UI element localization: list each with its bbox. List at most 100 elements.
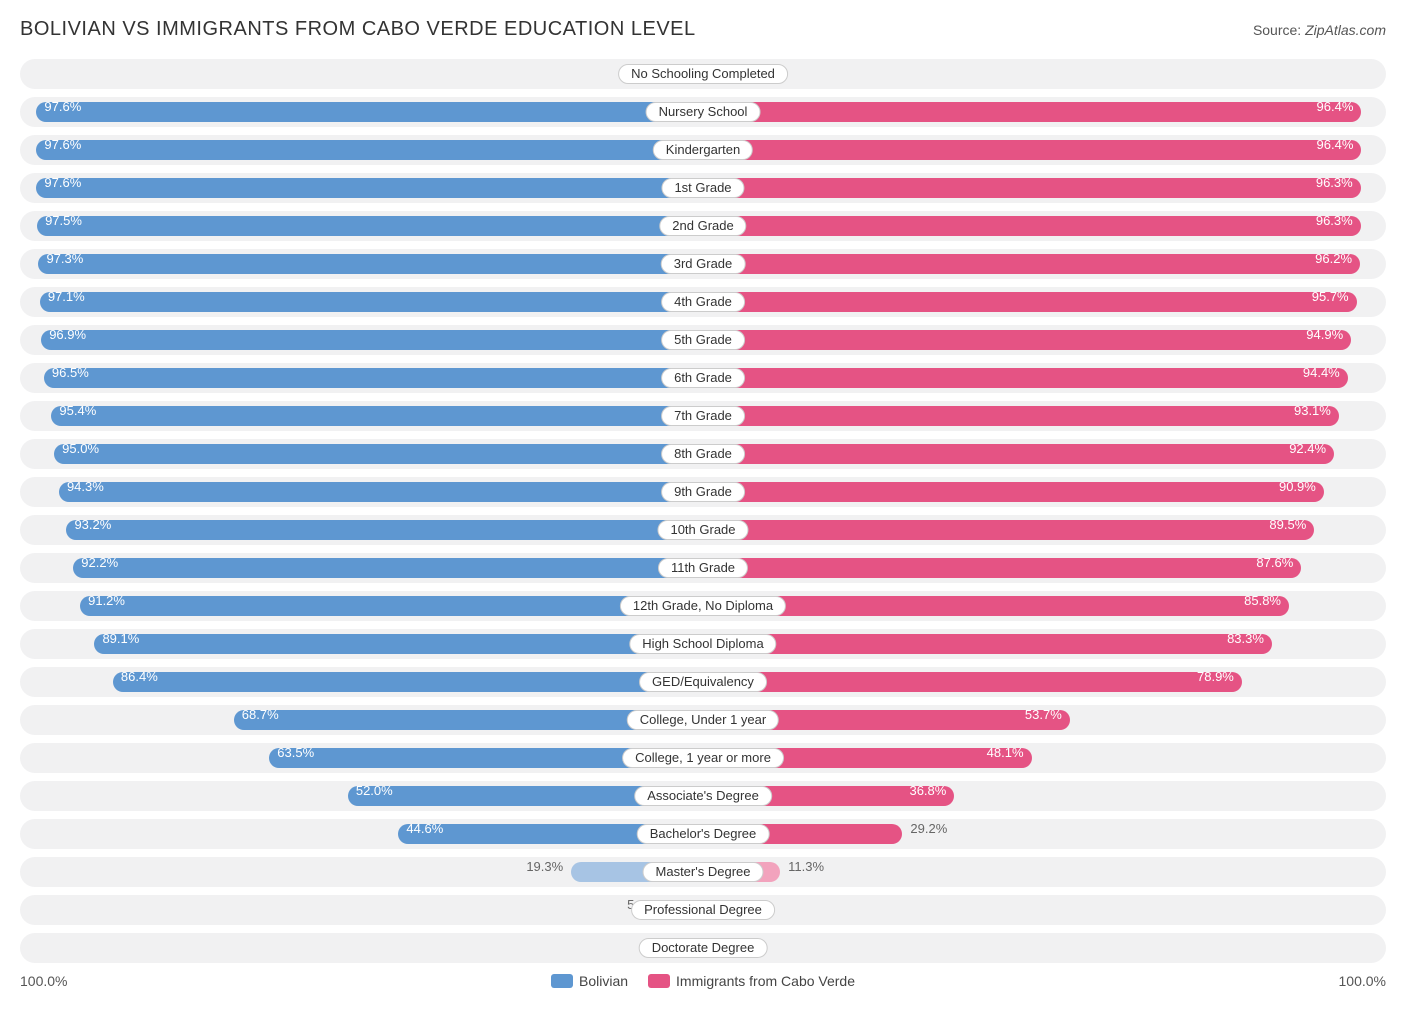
category-label: 7th Grade [661,406,745,426]
category-label: College, Under 1 year [627,710,779,730]
bar-left [59,482,703,502]
bar-row: 86.4% 78.9% GED/Equivalency [20,667,1386,697]
bar-value-right: 78.9% [1197,667,1234,687]
chart-footer: 100.0% Bolivian Immigrants from Cabo Ver… [10,971,1396,999]
category-label: Nursery School [646,102,761,122]
category-label: High School Diploma [629,634,776,654]
bar-right [703,596,1289,616]
bar-row: 97.5%96.3%2nd Grade [20,211,1386,241]
bar-value-left: 97.1% [48,287,85,307]
bar-right [703,330,1351,350]
bar-value-right: 92.4% [1289,439,1326,459]
bar-value-right: 96.4% [1317,135,1354,155]
bar-value-right: 53.7% [1025,705,1062,725]
bar-left [66,520,703,540]
category-label: 6th Grade [661,368,745,388]
bar-value-left: 89.1% [102,629,139,649]
bar-value-left: 92.2% [81,553,118,573]
bar-left [113,672,703,692]
category-label: 10th Grade [657,520,748,540]
bar-value-right: 96.2% [1315,249,1352,269]
bar-value-left: 91.2% [88,591,125,611]
bar-row: 95.0%92.4%8th Grade [20,439,1386,469]
bar-row: 95.4% 93.1% 7th Grade [20,401,1386,431]
bar-row: 5.6%3.1%Professional Degree [20,895,1386,925]
bar-row: 63.5% 48.1% College, 1 year or more [20,743,1386,773]
bar-row: 96.5% 94.4% 6th Grade [20,363,1386,393]
bar-value-right: 87.6% [1256,553,1293,573]
legend: Bolivian Immigrants from Cabo Verde [67,973,1338,989]
bar-right [703,140,1361,160]
category-label: 2nd Grade [659,216,746,236]
bar-row: 2.4%1.3%Doctorate Degree [20,933,1386,963]
bar-left [36,140,703,160]
bar-value-right: 96.4% [1317,97,1354,117]
category-label: GED/Equivalency [639,672,767,692]
bar-right [703,216,1361,236]
bar-right [703,520,1314,540]
category-label: College, 1 year or more [622,748,784,768]
legend-swatch-left [551,974,573,988]
bar-value-right: 85.8% [1244,591,1281,611]
bar-left [94,634,703,654]
bar-row: 19.3%11.3%Master's Degree [20,857,1386,887]
bar-value-right: 96.3% [1316,173,1353,193]
bar-row: 97.1%95.7%4th Grade [20,287,1386,317]
source-value: ZipAtlas.com [1305,22,1386,38]
category-label: Professional Degree [631,900,775,920]
bar-left [37,216,703,236]
bar-right [703,558,1301,578]
bar-value-left: 19.3% [526,857,563,877]
bar-row: 44.6%29.2%Bachelor's Degree [20,819,1386,849]
category-label: Kindergarten [653,140,753,160]
category-label: 11th Grade [658,558,748,578]
bar-right [703,254,1360,274]
bar-value-right: 48.1% [987,743,1024,763]
bar-value-right: 96.3% [1316,211,1353,231]
bar-row: 94.3%90.9%9th Grade [20,477,1386,507]
bar-value-right: 93.1% [1294,401,1331,421]
bar-row: 91.2% 85.8% 12th Grade, No Diploma [20,591,1386,621]
bar-left [38,254,703,274]
bar-left [54,444,703,464]
bar-left [44,368,703,388]
bar-left [73,558,703,578]
legend-label-left: Bolivian [579,973,628,989]
bar-right [703,672,1242,692]
bar-value-left: 94.3% [67,477,104,497]
bar-value-left: 63.5% [277,743,314,763]
bar-value-right: 94.9% [1306,325,1343,345]
bar-value-left: 95.4% [59,401,96,421]
bar-value-right: 89.5% [1269,515,1306,535]
bar-row: 93.2%89.5%10th Grade [20,515,1386,545]
category-label: Doctorate Degree [639,938,768,958]
bar-value-right: 11.3% [788,857,824,877]
legend-label-right: Immigrants from Cabo Verde [676,973,855,989]
bar-value-left: 97.6% [44,173,81,193]
category-label: 3rd Grade [661,254,746,274]
category-label: 4th Grade [661,292,745,312]
source-label: Source: [1253,22,1305,38]
bar-value-left: 96.5% [52,363,89,383]
bar-left [51,406,703,426]
bar-value-right: 29.2% [910,819,947,839]
legend-item-right: Immigrants from Cabo Verde [648,973,855,989]
category-label: No Schooling Completed [618,64,788,84]
category-label: 12th Grade, No Diploma [620,596,786,616]
chart-source: Source: ZipAtlas.com [1253,22,1386,38]
bar-value-left: 96.9% [49,325,86,345]
legend-item-left: Bolivian [551,973,628,989]
bar-value-left: 97.6% [44,97,81,117]
bar-right [703,482,1324,502]
bar-left [41,330,703,350]
bar-left [80,596,703,616]
bar-left [36,178,703,198]
bar-value-right: 94.4% [1303,363,1340,383]
bar-value-left: 95.0% [62,439,99,459]
chart-header: BOLIVIAN VS IMMIGRANTS FROM CABO VERDE E… [10,10,1396,59]
bar-row: 97.3%96.2%3rd Grade [20,249,1386,279]
bar-row: 2.4%3.5%No Schooling Completed [20,59,1386,89]
bar-right [703,634,1272,654]
bar-right [703,292,1357,312]
bar-value-left: 86.4% [121,667,158,687]
